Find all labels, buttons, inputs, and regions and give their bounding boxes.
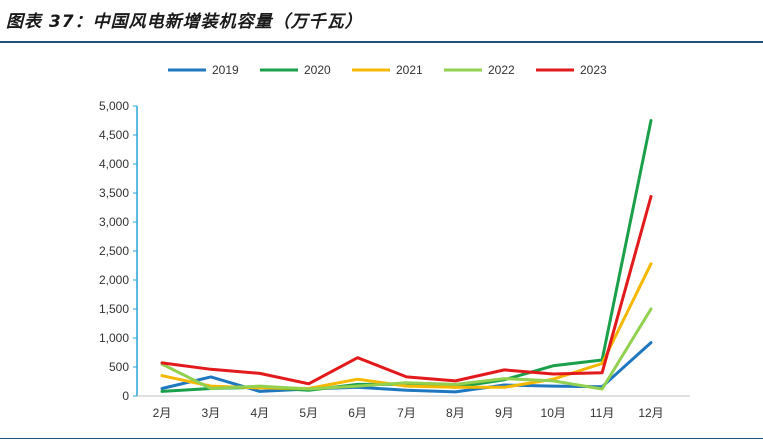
bottom-rule	[0, 438, 763, 439]
y-tick-label: 2,000	[99, 273, 129, 287]
y-tick-label: 2,500	[99, 244, 129, 258]
legend-item-2023: 2023	[536, 63, 607, 77]
y-tick-label: 3,000	[99, 215, 129, 229]
y-tick-label: 5,000	[99, 99, 129, 113]
series-line-2023	[160, 195, 653, 386]
y-tick-label: 3,500	[99, 186, 129, 200]
legend-label: 2019	[212, 63, 239, 77]
y-tick-label: 1,000	[99, 331, 129, 345]
top-rule	[0, 41, 763, 43]
y-tick-label: 1,500	[99, 302, 129, 316]
series-lines	[160, 119, 653, 394]
legend-item-2020: 2020	[260, 63, 331, 77]
y-tick-label: 0	[122, 389, 129, 403]
series-line-2022	[160, 307, 653, 391]
y-tick-label: 4,000	[99, 157, 129, 171]
legend-label: 2020	[304, 63, 331, 77]
x-tick-label: 8月	[446, 406, 465, 420]
legend-item-2019: 2019	[168, 63, 239, 77]
legend-item-2022: 2022	[444, 63, 515, 77]
x-tick-label: 11月	[590, 406, 614, 420]
x-tick-label: 3月	[202, 406, 221, 420]
legend-label: 2022	[488, 63, 515, 77]
legend-item-2021: 2021	[352, 63, 423, 77]
legend-label: 2023	[580, 63, 607, 77]
figure-title: 图表 37：中国风电新增装机容量（万千瓦）	[6, 12, 363, 32]
x-tick-label: 2月	[153, 406, 172, 420]
series-line-2020	[160, 119, 653, 393]
x-axis: 2月 3月 4月 5月 6月 7月 8月 9月 10月 11月 12月	[137, 395, 690, 420]
x-tick-label: 10月	[541, 406, 566, 420]
legend-label: 2021	[396, 63, 423, 77]
x-tick-label: 4月	[250, 406, 269, 420]
x-tick-label: 12月	[638, 406, 663, 420]
y-tick-label: 500	[109, 360, 129, 374]
x-tick-label: 6月	[348, 406, 367, 420]
x-tick-label: 9月	[495, 406, 514, 420]
figure-header: 图表 37：中国风电新增装机容量（万千瓦）	[0, 0, 763, 44]
y-axis: 0 500 1,000 1,500 2,000 2,500 3,000 3,500 4,000 4…	[99, 99, 138, 403]
x-tick-label: 5月	[299, 406, 318, 420]
x-tick-label: 7月	[397, 406, 416, 420]
series-line-2021	[160, 262, 653, 390]
y-tick-label: 4,500	[99, 128, 129, 142]
legend: 2019 2020 2021 2022 2023	[168, 63, 607, 77]
line-chart: 2019 2020 2021 2022 2023 0 500 1,000 1,500 2,000…	[99, 63, 690, 420]
